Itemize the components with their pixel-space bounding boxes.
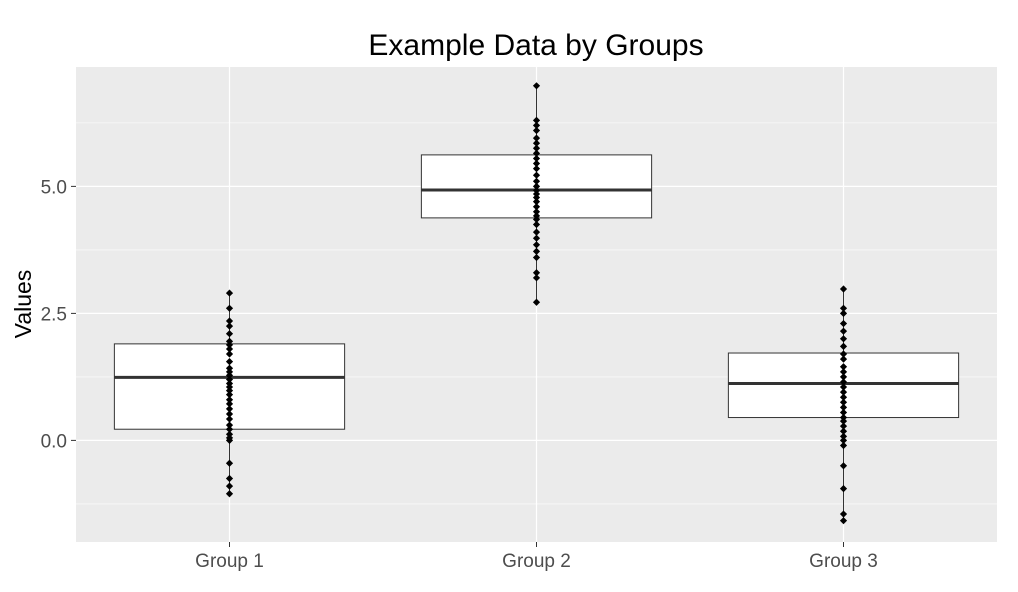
- data-point: [532, 253, 541, 262]
- data-point: [225, 330, 234, 338]
- data-point: [839, 388, 848, 396]
- data-point: [225, 387, 234, 395]
- data-point: [532, 154, 541, 163]
- data-point: [839, 383, 848, 391]
- data-point: [839, 285, 848, 293]
- data-point: [225, 375, 234, 384]
- x-tick-label: Group 2: [502, 551, 571, 572]
- data-point: [225, 490, 234, 498]
- data-point: [839, 378, 848, 386]
- y-axis: 0.0 2.5 5.0: [41, 177, 76, 452]
- data-point: [532, 203, 541, 211]
- x-tick-label: Group 1: [195, 551, 264, 572]
- data-point: [839, 462, 848, 470]
- data-point: [532, 121, 541, 130]
- data-point: [839, 436, 848, 444]
- data-point: [839, 403, 848, 411]
- data-point: [225, 371, 234, 379]
- data-point: [839, 363, 848, 371]
- x-axis: Group 1 Group 2 Group 3: [195, 542, 878, 572]
- data-point: [839, 355, 848, 363]
- data-point: [532, 177, 541, 185]
- data-point: [532, 298, 541, 306]
- y-tick-label: 0.0: [41, 431, 67, 452]
- data-point: [225, 425, 234, 433]
- data-point: [839, 408, 848, 417]
- data-point: [225, 415, 234, 423]
- data-point: [839, 342, 848, 351]
- data-point: [225, 482, 234, 490]
- data-point: [532, 182, 541, 190]
- x-tick-label: Group 3: [809, 551, 878, 572]
- data-point: [225, 317, 234, 325]
- data-point: [532, 116, 541, 124]
- data-point: [532, 171, 541, 179]
- data-point: [839, 304, 848, 312]
- data-point: [839, 335, 848, 343]
- data-point: [532, 82, 541, 90]
- data-point: [839, 432, 848, 440]
- data-point: [839, 422, 848, 430]
- data-point: [532, 208, 541, 216]
- data-point: [225, 474, 234, 483]
- data-point: [225, 400, 234, 408]
- data-point: [225, 410, 234, 418]
- data-point: [839, 393, 848, 401]
- data-point: [532, 228, 541, 236]
- data-point: [225, 436, 234, 444]
- data-point: [225, 459, 234, 467]
- y-tick-label: 2.5: [41, 304, 67, 325]
- data-point: [225, 391, 234, 399]
- data-point: [225, 358, 234, 366]
- data-point: [839, 517, 848, 525]
- data-point: [839, 441, 848, 450]
- points-group: [225, 82, 848, 525]
- data-point: [839, 368, 848, 376]
- data-point: [532, 159, 541, 168]
- data-point: [225, 345, 234, 353]
- data-point: [532, 139, 541, 147]
- data-point: [532, 149, 541, 157]
- data-point: [532, 193, 541, 202]
- data-point: [225, 289, 234, 297]
- data-point: [532, 134, 541, 142]
- data-point: [225, 405, 234, 413]
- data-point: [225, 421, 234, 429]
- data-point: [532, 220, 541, 229]
- data-point: [839, 327, 848, 335]
- data-point: [532, 215, 541, 224]
- data-point: [532, 247, 541, 256]
- data-point: [532, 241, 541, 249]
- data-point: [839, 417, 848, 425]
- data-point: [225, 304, 234, 312]
- data-point: [839, 510, 848, 518]
- data-point: [532, 144, 541, 152]
- data-point: [839, 398, 848, 406]
- data-point: [225, 396, 234, 404]
- data-point: [225, 341, 234, 349]
- y-tick-label: 5.0: [41, 177, 67, 198]
- data-point: [839, 319, 848, 328]
- data-point: [839, 485, 848, 493]
- data-point: [532, 165, 541, 173]
- data-point: [839, 427, 848, 435]
- y-axis-title: Values: [10, 270, 36, 339]
- data-point: [225, 322, 234, 330]
- data-point: [532, 269, 541, 277]
- data-point: [839, 350, 848, 358]
- data-point: [839, 309, 848, 317]
- data-point: [225, 350, 234, 358]
- data-point: [532, 126, 541, 135]
- data-point: [532, 234, 541, 242]
- chart-title: Example Data by Groups: [368, 29, 703, 62]
- data-point: [839, 373, 848, 381]
- data-point: [532, 274, 541, 282]
- data-point: [532, 198, 541, 206]
